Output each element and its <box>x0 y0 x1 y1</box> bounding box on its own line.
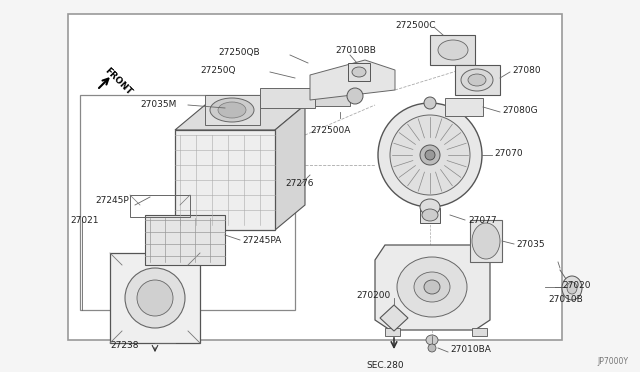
Ellipse shape <box>210 98 254 122</box>
Bar <box>110 253 200 343</box>
Ellipse shape <box>422 209 438 221</box>
Ellipse shape <box>472 223 500 259</box>
Polygon shape <box>380 305 408 331</box>
Bar <box>68 14 562 340</box>
Ellipse shape <box>218 102 246 118</box>
Bar <box>472 328 487 336</box>
Ellipse shape <box>438 40 468 60</box>
Text: 270200: 270200 <box>356 291 390 299</box>
Bar <box>385 328 400 336</box>
Text: 27238: 27238 <box>110 341 138 350</box>
Ellipse shape <box>352 67 366 77</box>
Ellipse shape <box>461 69 493 91</box>
Bar <box>260 88 315 108</box>
Ellipse shape <box>420 145 440 165</box>
Text: 27010BA: 27010BA <box>450 346 491 355</box>
Ellipse shape <box>137 280 173 316</box>
Bar <box>80 95 295 310</box>
Bar <box>420 208 440 223</box>
Ellipse shape <box>426 335 438 345</box>
Polygon shape <box>375 245 490 330</box>
Ellipse shape <box>125 268 185 328</box>
Ellipse shape <box>424 97 436 109</box>
Bar <box>430 35 475 65</box>
Text: 27077: 27077 <box>468 215 497 224</box>
Text: 272500C: 272500C <box>395 20 435 29</box>
Text: 27080: 27080 <box>512 65 541 74</box>
Text: 27010B: 27010B <box>548 295 583 305</box>
Ellipse shape <box>420 199 440 215</box>
Text: 27021: 27021 <box>70 215 99 224</box>
Text: JP7000Y: JP7000Y <box>597 357 628 366</box>
Ellipse shape <box>397 257 467 317</box>
Text: 272500A: 272500A <box>310 125 350 135</box>
Text: 27035: 27035 <box>516 240 545 248</box>
Bar <box>205 95 260 125</box>
Text: SEC.280: SEC.280 <box>366 360 404 369</box>
Bar <box>130 195 190 217</box>
Ellipse shape <box>378 103 482 207</box>
Bar <box>445 98 483 116</box>
Ellipse shape <box>567 282 577 294</box>
Bar <box>175 130 275 230</box>
Ellipse shape <box>428 344 436 352</box>
Ellipse shape <box>468 74 486 86</box>
Text: 27035M: 27035M <box>140 99 177 109</box>
Bar <box>348 63 370 81</box>
Ellipse shape <box>347 88 363 104</box>
Text: 27250Q: 27250Q <box>200 65 236 74</box>
Text: 27010BB: 27010BB <box>335 45 376 55</box>
Text: 27080G: 27080G <box>502 106 538 115</box>
Ellipse shape <box>414 272 450 302</box>
Bar <box>470 220 502 262</box>
Text: 27070: 27070 <box>494 148 523 157</box>
Text: 27020: 27020 <box>562 280 591 289</box>
Text: 27250QB: 27250QB <box>218 48 260 57</box>
Bar <box>455 65 500 95</box>
Text: 27276: 27276 <box>285 179 314 187</box>
Polygon shape <box>310 60 395 100</box>
Text: 27245PA: 27245PA <box>242 235 281 244</box>
Bar <box>145 215 225 265</box>
Ellipse shape <box>390 115 470 195</box>
Text: 27245P: 27245P <box>95 196 129 205</box>
Polygon shape <box>175 105 305 130</box>
Ellipse shape <box>562 276 582 300</box>
Ellipse shape <box>424 280 440 294</box>
Polygon shape <box>275 105 305 230</box>
Ellipse shape <box>425 150 435 160</box>
Text: FRONT: FRONT <box>103 66 134 97</box>
Bar <box>315 90 350 106</box>
